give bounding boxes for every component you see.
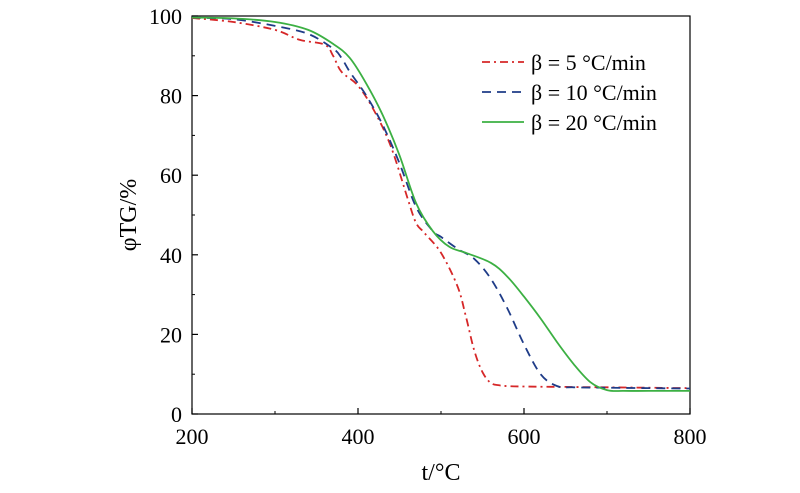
y-tick-label: 40: [160, 243, 182, 268]
y-tick-label: 60: [160, 163, 182, 188]
series-line-1: [191, 17, 691, 389]
plot-frame: [191, 15, 691, 415]
legend: β = 5 °C/min β = 10 °C/min β = 20 °C/min: [482, 50, 657, 135]
y-tick-label: 20: [160, 322, 182, 347]
x-tick-label: 200: [176, 424, 209, 449]
legend-label-1: β = 5 °C/min: [531, 50, 646, 75]
x-tick-label: 600: [508, 424, 541, 449]
y-axis-tick-labels: 0 20 40 60 80 100: [149, 4, 182, 427]
y-tick-label: 0: [171, 402, 182, 427]
y-axis-label: φTG/%: [116, 179, 142, 252]
x-tick-label: 800: [674, 424, 707, 449]
y-tick-label: 100: [149, 4, 182, 29]
x-axis-ticks: [191, 408, 691, 414]
y-tick-label: 80: [160, 84, 182, 109]
plot-area-border: [191, 15, 691, 415]
y-axis-ticks: [192, 15, 198, 415]
legend-label-2: β = 10 °C/min: [531, 80, 657, 105]
series-lines: [191, 16, 691, 392]
x-axis-label: t/°C: [422, 460, 461, 486]
x-tick-label: 400: [342, 424, 375, 449]
x-axis-tick-labels: 200 400 600 800: [176, 424, 707, 449]
series-line-3: [191, 16, 690, 392]
legend-label-3: β = 20 °C/min: [531, 110, 657, 135]
